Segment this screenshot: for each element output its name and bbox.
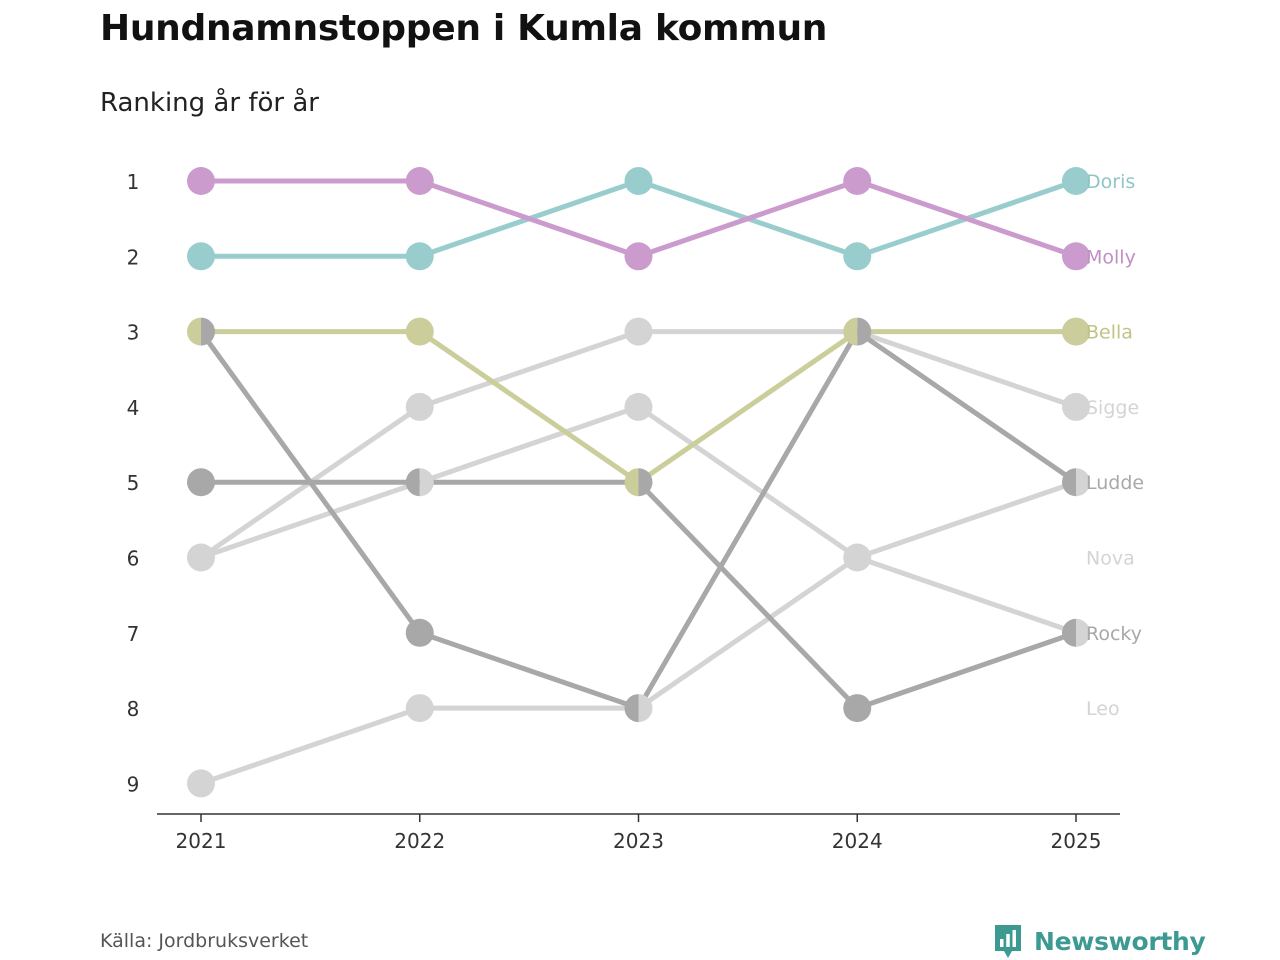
x-tick-label: 2023	[613, 829, 664, 853]
point-molly-2023	[624, 242, 653, 271]
point-nova-2023	[624, 317, 653, 346]
point-rocky-bella-2023-right	[638, 468, 653, 497]
point-molly-2024	[843, 167, 872, 195]
series-line-nova	[198, 329, 1079, 560]
y-tick-label: 4	[127, 396, 140, 420]
point-doris-2023	[624, 167, 653, 195]
chart-subtitle: Ranking år för år	[100, 88, 319, 118]
end-label-leo: Leo	[1086, 698, 1120, 720]
point-leo-2021	[187, 769, 215, 798]
point-sigge-2023	[624, 392, 653, 421]
y-axis-ticks: 1 2 3 4 5 6 7 8 9	[127, 170, 140, 796]
y-tick-label: 8	[127, 697, 140, 721]
series-end-labels: Doris Molly Bella Sigge Ludde Nova Rocky Leo	[1086, 171, 1144, 720]
point-sigge-rocky-2022-right	[419, 468, 434, 497]
x-tick-label: 2025	[1051, 829, 1102, 853]
y-tick-label: 6	[127, 547, 140, 571]
point-nova-2025	[1062, 392, 1090, 421]
point-ludde-bella-2021-left	[187, 317, 201, 346]
point-rocky-2024	[843, 694, 872, 723]
y-tick-label: 7	[127, 622, 140, 646]
y-tick-label: 2	[127, 245, 140, 269]
point-leo-ludde-2023-left	[624, 694, 639, 723]
end-label-ludde: Ludde	[1086, 472, 1144, 494]
end-label-molly: Molly	[1086, 246, 1136, 268]
brand-logo: Newsworthy	[992, 922, 1206, 960]
point-ludde-bella-2021-right	[201, 317, 215, 346]
point-molly-2025	[1062, 242, 1090, 271]
point-doris-2022	[405, 242, 434, 271]
point-doris-2024	[843, 242, 872, 271]
bump-chart: 1 2 3 4 5 6 7 8 9 Doris Molly Bella Sigge Ludde Nova R…	[127, 167, 1144, 853]
point-nova-2022	[405, 392, 434, 421]
newsworthy-icon	[995, 925, 1021, 958]
y-tick-label: 5	[127, 471, 140, 495]
point-doris-2021	[187, 242, 215, 271]
y-tick-label: 9	[127, 772, 140, 796]
point-sigge-rocky-2025-right	[1076, 618, 1090, 647]
end-label-doris: Doris	[1086, 171, 1135, 193]
x-tick-label: 2022	[394, 829, 445, 853]
source-note: Källa: Jordbruksverket	[100, 930, 309, 952]
series-line-ludde	[198, 329, 1079, 711]
point-rocky-bella-2023-left	[624, 468, 639, 497]
point-bella-2025	[1062, 317, 1090, 346]
series-line-sigge	[198, 404, 1079, 636]
end-label-rocky: Rocky	[1086, 623, 1142, 645]
series-line-leo	[198, 479, 1079, 786]
y-tick-label: 1	[127, 170, 140, 194]
point-leo-ludde-2025-left	[1062, 468, 1076, 497]
y-tick-label: 3	[127, 321, 140, 345]
end-label-sigge: Sigge	[1086, 397, 1139, 419]
end-label-nova: Nova	[1086, 548, 1135, 570]
point-sigge-rocky-2025-left	[1062, 618, 1076, 647]
point-leo-ludde-2025-right	[1076, 468, 1090, 497]
point-doris-2025	[1062, 167, 1090, 195]
x-tick-label: 2021	[176, 829, 227, 853]
point-leo-sigge-2024	[843, 543, 872, 572]
chart-title: Hundnamnstoppen i Kumla kommun	[100, 8, 828, 49]
point-ludde-2022	[405, 618, 434, 647]
point-nova-ludde-bella-2024-right	[857, 317, 872, 346]
x-axis: 2021 2022 2023 2024 2025	[157, 813, 1120, 853]
point-leo-2022	[405, 694, 434, 723]
brand-name: Newsworthy	[1034, 926, 1206, 956]
point-sigge-rocky-2022-left	[405, 468, 420, 497]
series-points	[187, 167, 1090, 798]
end-label-bella: Bella	[1086, 322, 1133, 344]
point-rocky-2021	[187, 468, 215, 497]
point-nova-sigge-2021	[187, 543, 215, 572]
point-bella-2022	[405, 317, 434, 346]
point-nova-ludde-bella-2024-left	[843, 317, 858, 346]
point-molly-2021	[187, 167, 215, 195]
x-tick-label: 2024	[832, 829, 883, 853]
point-leo-ludde-2023-right	[638, 694, 653, 723]
point-molly-2022	[405, 167, 434, 195]
